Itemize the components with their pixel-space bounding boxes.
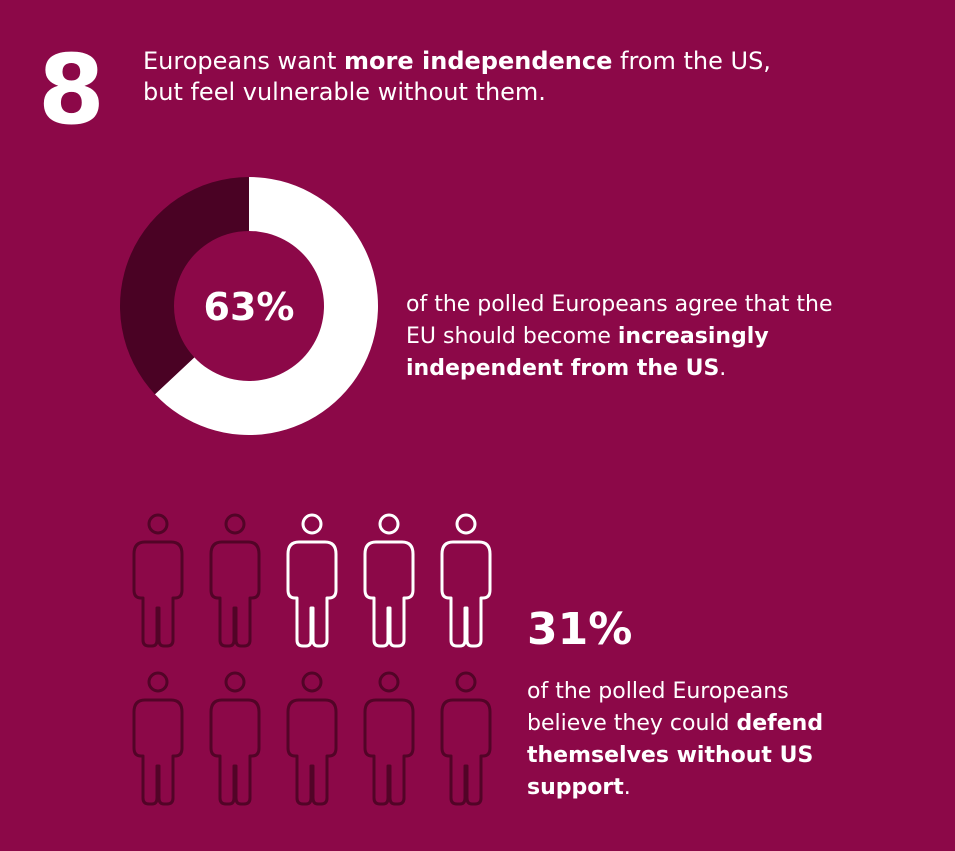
person-body: [286, 698, 338, 806]
person-head: [378, 513, 400, 535]
donut-center-label: 63%: [204, 285, 295, 329]
person-body: [209, 540, 261, 648]
person-head: [455, 671, 477, 693]
person-body: [440, 540, 492, 648]
person-icon: [132, 513, 184, 648]
donut-caption-bold: increasingly independent from the US: [406, 324, 769, 381]
person-icon: [440, 671, 492, 806]
person-body: [286, 540, 338, 648]
people-caption: of the polled Europeans believe they cou…: [527, 676, 867, 804]
person-icon: [209, 671, 261, 806]
people-caption-post: .: [623, 775, 631, 800]
person-icon: [209, 513, 261, 648]
person-body: [209, 698, 261, 806]
person-head: [301, 671, 323, 693]
person-head: [301, 513, 323, 535]
donut-caption: of the polled Europeans agree that the E…: [406, 289, 866, 385]
person-body: [363, 698, 415, 806]
donut-chart: 63%: [120, 177, 378, 435]
person-head: [455, 513, 477, 535]
person-icon: [132, 671, 184, 806]
donut-slice-rest: [120, 177, 249, 395]
person-icon-highlighted: [286, 513, 338, 648]
donut-slice-agree: [154, 177, 378, 435]
person-head: [224, 513, 246, 535]
person-head: [378, 671, 400, 693]
person-body: [440, 698, 492, 806]
person-head: [224, 671, 246, 693]
headline: Europeans want more independence from th…: [143, 46, 783, 108]
headline-text-post: from the US, but feel vulnerable without…: [143, 47, 771, 106]
people-pictogram: [132, 513, 492, 806]
person-icon: [286, 671, 338, 806]
person-body: [132, 540, 184, 648]
person-icon: [363, 671, 415, 806]
person-icon-highlighted: [440, 513, 492, 648]
people-caption-pre: of the polled Europeans believe they cou…: [527, 679, 789, 736]
donut-caption-pre: of the polled Europeans agree that the E…: [406, 292, 833, 349]
person-body: [132, 698, 184, 806]
person-icon-highlighted: [363, 513, 415, 648]
headline-text-pre: Europeans want: [143, 47, 345, 75]
people-caption-bold: defend themselves without US support: [527, 711, 824, 800]
person-head: [147, 671, 169, 693]
donut-caption-post: .: [719, 356, 727, 381]
person-head: [147, 513, 169, 535]
section-number: 8: [38, 34, 105, 146]
pictogram-stat-label: 31%: [527, 604, 633, 655]
headline-text-bold: more independence: [344, 47, 613, 75]
person-body: [363, 540, 415, 648]
